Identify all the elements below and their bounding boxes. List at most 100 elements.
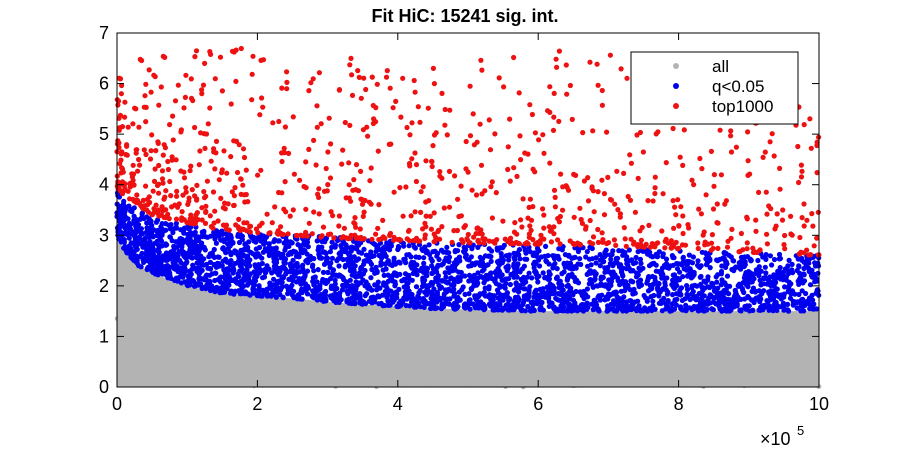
data-point-q005 bbox=[540, 286, 546, 292]
data-point-all bbox=[629, 328, 635, 333]
data-point-q005 bbox=[133, 253, 140, 259]
data-point-all bbox=[480, 317, 486, 322]
data-point-top1000 bbox=[429, 158, 435, 164]
data-point-q005 bbox=[240, 253, 246, 259]
data-point-top1000 bbox=[507, 116, 513, 122]
data-point-q005 bbox=[431, 286, 437, 292]
data-point-q005 bbox=[315, 267, 321, 273]
data-point-q005 bbox=[368, 275, 374, 281]
data-point-q005 bbox=[673, 302, 680, 308]
data-point-all bbox=[396, 342, 402, 347]
data-point-top1000 bbox=[391, 189, 397, 195]
data-point-top1000 bbox=[728, 133, 734, 139]
data-point-top1000 bbox=[398, 114, 404, 120]
data-point-q005 bbox=[156, 267, 162, 273]
data-point-q005 bbox=[259, 255, 265, 261]
data-point-q005 bbox=[748, 270, 754, 276]
data-point-top1000 bbox=[691, 182, 697, 188]
data-point-top1000 bbox=[234, 169, 241, 176]
data-point-q005 bbox=[529, 275, 535, 281]
data-point-q005 bbox=[426, 283, 432, 289]
legend-label: q<0.05 bbox=[712, 77, 764, 96]
data-point-all bbox=[701, 384, 706, 389]
data-point-top1000 bbox=[359, 201, 366, 207]
data-point-q005 bbox=[138, 264, 144, 270]
data-point-top1000 bbox=[158, 84, 164, 90]
data-point-all bbox=[705, 316, 711, 321]
data-point-q005 bbox=[752, 271, 758, 277]
data-point-top1000 bbox=[594, 61, 600, 67]
data-point-q005 bbox=[771, 256, 778, 263]
data-point-top1000 bbox=[569, 116, 575, 122]
data-point-top1000 bbox=[659, 228, 665, 234]
data-point-top1000 bbox=[478, 57, 484, 63]
data-point-top1000 bbox=[663, 236, 669, 242]
data-point-top1000 bbox=[625, 193, 631, 200]
data-point-q005 bbox=[633, 274, 640, 280]
data-point-q005 bbox=[278, 255, 284, 261]
data-point-top1000 bbox=[617, 211, 624, 217]
data-point-top1000 bbox=[346, 160, 352, 166]
data-point-q005 bbox=[275, 250, 281, 256]
data-point-q005 bbox=[783, 274, 790, 280]
data-point-all bbox=[465, 338, 471, 343]
data-point-top1000 bbox=[170, 113, 176, 119]
data-point-top1000 bbox=[181, 175, 188, 181]
data-point-top1000 bbox=[369, 236, 375, 242]
data-point-top1000 bbox=[501, 84, 507, 90]
data-point-q005 bbox=[412, 304, 418, 310]
data-point-all bbox=[314, 325, 320, 331]
data-point-all bbox=[658, 330, 664, 335]
data-point-top1000 bbox=[203, 131, 210, 137]
data-point-q005 bbox=[807, 282, 814, 288]
data-point-q005 bbox=[658, 300, 664, 306]
data-point-q005 bbox=[546, 303, 552, 309]
data-point-top1000 bbox=[308, 80, 314, 86]
data-point-top1000 bbox=[374, 81, 380, 87]
data-point-all bbox=[740, 322, 746, 328]
data-point-q005 bbox=[535, 279, 541, 285]
data-point-q005 bbox=[688, 275, 695, 281]
data-point-top1000 bbox=[451, 228, 457, 234]
data-point-all bbox=[178, 295, 183, 301]
data-point-all bbox=[557, 314, 563, 320]
data-point-top1000 bbox=[808, 145, 814, 151]
data-point-all bbox=[552, 328, 558, 333]
data-point-top1000 bbox=[487, 147, 494, 153]
data-point-top1000 bbox=[605, 174, 611, 180]
data-point-top1000 bbox=[681, 127, 687, 133]
data-point-top1000 bbox=[284, 79, 290, 85]
data-point-top1000 bbox=[380, 217, 386, 223]
data-point-top1000 bbox=[316, 211, 322, 217]
data-point-q005 bbox=[330, 292, 337, 298]
data-point-q005 bbox=[578, 261, 584, 268]
data-point-q005 bbox=[219, 263, 225, 269]
data-point-q005 bbox=[790, 298, 796, 304]
y-tick-label: 2 bbox=[99, 276, 109, 296]
data-point-q005 bbox=[473, 297, 479, 303]
data-point-q005 bbox=[707, 265, 713, 271]
data-point-top1000 bbox=[489, 215, 495, 221]
data-point-all bbox=[600, 340, 606, 346]
data-point-q005 bbox=[766, 307, 772, 313]
data-point-top1000 bbox=[595, 82, 601, 88]
data-point-top1000 bbox=[130, 121, 136, 127]
data-point-top1000 bbox=[796, 251, 802, 257]
data-point-top1000 bbox=[294, 232, 300, 238]
data-point-all bbox=[558, 321, 564, 327]
data-point-q005 bbox=[801, 265, 807, 272]
data-point-top1000 bbox=[541, 212, 547, 218]
data-point-top1000 bbox=[639, 224, 645, 230]
data-point-q005 bbox=[670, 272, 676, 278]
data-point-top1000 bbox=[804, 217, 810, 223]
data-point-top1000 bbox=[303, 206, 309, 212]
data-point-q005 bbox=[378, 262, 384, 268]
data-point-q005 bbox=[723, 264, 729, 270]
data-point-q005 bbox=[621, 294, 627, 300]
data-point-top1000 bbox=[493, 190, 499, 196]
data-point-all bbox=[370, 366, 376, 372]
data-point-top1000 bbox=[318, 234, 324, 240]
data-point-q005 bbox=[406, 252, 412, 258]
